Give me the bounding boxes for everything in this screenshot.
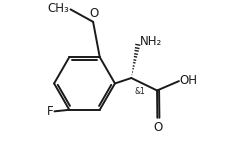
Text: O: O bbox=[154, 121, 163, 134]
Text: O: O bbox=[89, 7, 99, 20]
Text: NH₂: NH₂ bbox=[140, 35, 162, 48]
Text: CH₃: CH₃ bbox=[47, 2, 69, 15]
Text: OH: OH bbox=[180, 74, 198, 87]
Text: F: F bbox=[47, 105, 53, 118]
Text: &1: &1 bbox=[134, 87, 145, 96]
